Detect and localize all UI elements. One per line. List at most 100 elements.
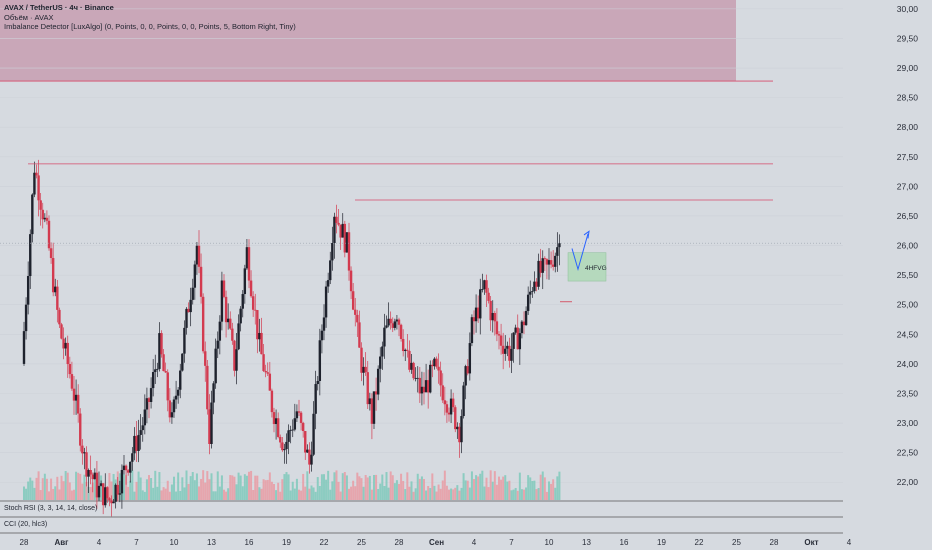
volume-bar	[377, 489, 380, 500]
volume-bar	[218, 486, 221, 500]
x-tick-label: 16	[245, 538, 254, 547]
y-tick-label: 25,50	[897, 270, 919, 280]
candle-body	[318, 340, 322, 381]
volume-bar	[316, 477, 319, 500]
candle-body	[383, 327, 386, 347]
volume-bar	[520, 489, 523, 500]
candle-body	[335, 216, 338, 223]
indicator-legend[interactable]: Imbalance Detector [LuxAlgo] (0, Points,…	[4, 22, 296, 31]
candle-body	[441, 385, 444, 401]
price-axis[interactable]	[843, 0, 932, 550]
candle-body	[549, 260, 553, 265]
volume-bar	[548, 481, 550, 500]
volume-bar	[473, 479, 475, 500]
volume-bar	[312, 487, 315, 500]
candle-body	[245, 247, 249, 269]
candle-body	[306, 449, 309, 453]
candle-body	[197, 245, 201, 267]
candle-body	[226, 318, 230, 323]
volume-bar	[375, 474, 378, 500]
volume-bar	[110, 481, 113, 500]
volume-bar	[395, 480, 398, 500]
candle-body	[387, 318, 390, 326]
volume-bar	[302, 473, 305, 500]
candle-body	[476, 307, 480, 319]
volume-bar	[431, 473, 434, 500]
volume-legend[interactable]: Объём · AVAX	[4, 12, 54, 22]
candle-body	[37, 175, 40, 201]
candle-body	[264, 370, 267, 373]
candle-body	[506, 345, 509, 349]
volume-bar	[358, 476, 361, 500]
candle-body	[258, 332, 261, 340]
x-tick-label: 10	[170, 538, 179, 547]
candle-body	[518, 333, 522, 350]
candle-body	[231, 328, 234, 341]
candle-body	[285, 441, 288, 450]
x-tick-label: Окт	[804, 538, 818, 547]
candle-body	[45, 217, 49, 221]
volume-bar	[379, 483, 382, 500]
candle-body	[276, 418, 280, 437]
volume-bar	[329, 489, 332, 500]
candle-body	[31, 194, 34, 235]
volume-bar	[298, 489, 300, 500]
candle-body	[56, 286, 59, 310]
stoch-rsi-label[interactable]: Stoch RSI (3, 3, 14, 14, close)	[4, 505, 98, 512]
candle-body	[41, 209, 44, 220]
volume-bar	[539, 474, 542, 500]
volume-bar	[310, 485, 313, 500]
volume-bar	[335, 470, 338, 500]
candle-body	[193, 264, 197, 288]
candle-body	[29, 234, 32, 277]
volume-bar	[516, 490, 519, 500]
candle-body	[401, 338, 405, 352]
candle-body	[183, 327, 186, 354]
volume-bar	[173, 476, 175, 500]
volume-bar	[533, 480, 536, 500]
candle-body	[206, 365, 209, 410]
candle-body	[301, 422, 305, 432]
candle-body	[464, 366, 467, 386]
volume-bar	[289, 490, 292, 500]
volume-bar	[225, 491, 228, 500]
candle-body	[156, 368, 159, 370]
volume-bar	[385, 472, 388, 500]
candle-body	[201, 296, 205, 352]
candle-body	[147, 398, 151, 402]
candle-body	[308, 449, 311, 465]
volume-bar	[258, 487, 261, 500]
candle-body	[510, 348, 513, 361]
volume-bar	[152, 487, 155, 500]
candle-body	[189, 299, 192, 313]
candle-body	[508, 345, 511, 361]
candle-body	[87, 470, 90, 477]
volume-bar	[525, 487, 528, 500]
volume-bar	[483, 486, 486, 500]
candle-body	[554, 255, 557, 267]
volume-bar	[256, 475, 259, 500]
volume-bar	[450, 488, 453, 500]
volume-bar	[398, 483, 400, 500]
volume-bar	[25, 488, 28, 500]
candle-body	[337, 222, 340, 225]
volume-bar	[477, 476, 480, 500]
symbol-title[interactable]: AVAX / TetherUS · 4ч · Binance	[4, 3, 114, 12]
volume-bar	[381, 474, 384, 500]
candle-body	[120, 469, 124, 494]
candle-body	[256, 310, 259, 340]
candle-body	[304, 431, 307, 453]
y-tick-label: 24,50	[897, 329, 919, 339]
volume-bar	[383, 486, 386, 500]
cci-label[interactable]: CCI (20, hlc3)	[4, 521, 48, 528]
volume-bar	[45, 478, 48, 500]
candle-body	[51, 258, 55, 293]
volume-bar	[243, 474, 246, 500]
volume-bar	[135, 481, 138, 500]
y-tick-label: 23,50	[897, 388, 919, 398]
candle-body	[124, 465, 128, 471]
candle-body	[229, 318, 232, 329]
volume-bar	[200, 478, 203, 500]
